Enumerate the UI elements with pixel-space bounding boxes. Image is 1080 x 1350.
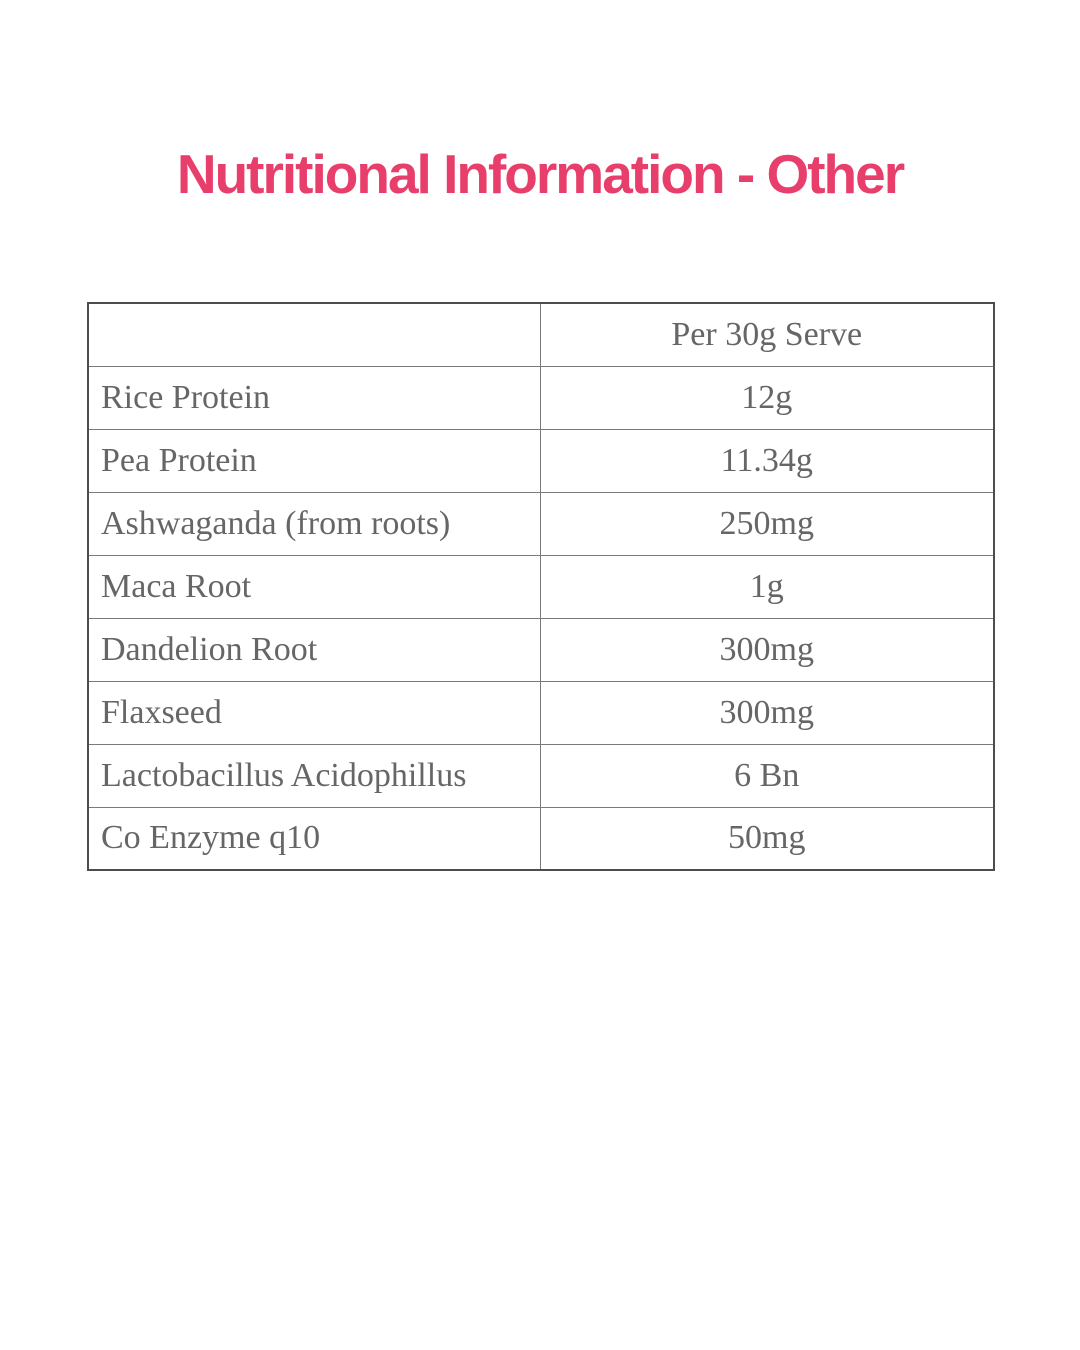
table-row: Co Enzyme q10 50mg <box>87 806 995 871</box>
table-row: Pea Protein 11.34g <box>87 428 995 493</box>
table-row: Dandelion Root 300mg <box>87 617 995 682</box>
nutrient-name-cell: Lactobacillus Acidophillus <box>87 743 541 808</box>
nutrient-value-cell: 12g <box>539 365 995 430</box>
table-row: Lactobacillus Acidophillus 6 Bn <box>87 743 995 808</box>
table-header-row: Per 30g Serve <box>87 302 995 367</box>
table-row: Rice Protein 12g <box>87 365 995 430</box>
page-title: Nutritional Information - Other <box>176 143 905 205</box>
nutrient-value-cell: 300mg <box>539 617 995 682</box>
table-row: Maca Root 1g <box>87 554 995 619</box>
nutrient-name-cell: Pea Protein <box>87 428 541 493</box>
nutrient-name-cell: Ashwaganda (from roots) <box>87 491 541 556</box>
header-serve-size-cell: Per 30g Serve <box>539 302 995 367</box>
nutrition-table: Per 30g Serve Rice Protein 12g Pea Prote… <box>87 302 995 871</box>
nutrient-value-cell: 11.34g <box>539 428 995 493</box>
nutrient-name-cell: Co Enzyme q10 <box>87 806 541 871</box>
nutrient-name-cell: Maca Root <box>87 554 541 619</box>
nutrient-name-cell: Dandelion Root <box>87 617 541 682</box>
nutrient-name-cell: Flaxseed <box>87 680 541 745</box>
table-row: Ashwaganda (from roots) 250mg <box>87 491 995 556</box>
nutrient-value-cell: 50mg <box>539 806 995 871</box>
nutrient-value-cell: 250mg <box>539 491 995 556</box>
nutrient-value-cell: 300mg <box>539 680 995 745</box>
nutrient-name-cell: Rice Protein <box>87 365 541 430</box>
nutrient-value-cell: 6 Bn <box>539 743 995 808</box>
nutrient-value-cell: 1g <box>539 554 995 619</box>
header-empty-cell <box>87 302 541 367</box>
table-row: Flaxseed 300mg <box>87 680 995 745</box>
